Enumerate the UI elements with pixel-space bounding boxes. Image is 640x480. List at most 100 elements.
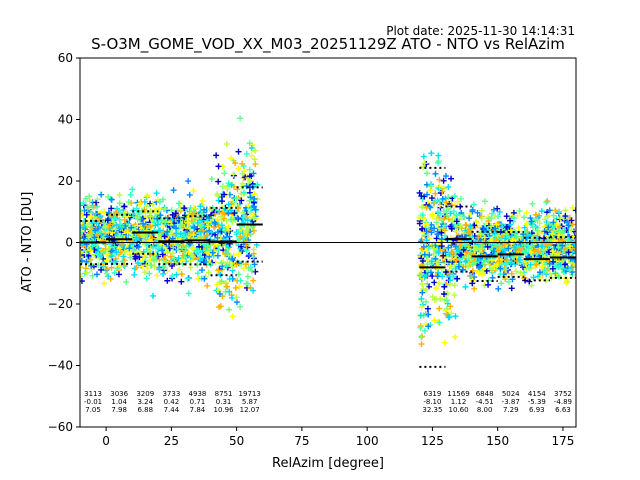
scatter-point: [107, 221, 114, 228]
scatter-point: [419, 289, 426, 296]
scatter-point: [234, 214, 241, 221]
scatter-point: [471, 274, 478, 281]
scatter-point: [205, 269, 212, 276]
scatter-point: [520, 260, 527, 267]
scatter-point: [146, 251, 153, 258]
scatter-point: [488, 257, 495, 264]
bin-mean-label: -4.51: [476, 398, 494, 406]
scatter-point: [492, 225, 499, 232]
scatter-point: [156, 266, 163, 273]
scatter-point: [435, 318, 442, 325]
scatter-point: [160, 263, 167, 270]
scatter-point: [432, 170, 439, 177]
scatter-point: [442, 249, 449, 256]
scatter-point: [92, 227, 99, 234]
scatter-point: [540, 246, 547, 253]
scatter-point: [201, 275, 208, 282]
scatter-point: [170, 244, 177, 251]
scatter-point: [527, 261, 534, 268]
scatter-point: [175, 254, 182, 261]
scatter-point: [431, 225, 438, 232]
scatter-point: [238, 190, 245, 197]
scatter-point: [449, 250, 456, 257]
scatter-point: [187, 240, 194, 247]
scatter-point: [100, 249, 107, 256]
bin-std-label: 7.44: [164, 406, 180, 414]
scatter-point: [127, 254, 134, 261]
scatter-point: [98, 191, 105, 198]
scatter-point: [474, 245, 481, 252]
scatter-point: [243, 229, 250, 236]
scatter-point: [221, 191, 228, 198]
scatter-point: [448, 175, 455, 182]
scatter-point: [219, 224, 226, 231]
scatter-point: [491, 263, 498, 270]
x-tick-label: 175: [551, 434, 574, 448]
bin-count-label: 6848: [476, 390, 494, 398]
x-tick-label: 150: [486, 434, 509, 448]
scatter-point: [93, 271, 100, 278]
scatter-point: [225, 180, 232, 187]
scatter-point: [246, 166, 253, 173]
scatter-point: [481, 198, 488, 205]
scatter-point: [489, 274, 496, 281]
scatter-point: [559, 242, 566, 249]
scatter-point: [123, 279, 130, 286]
scatter-point: [470, 201, 477, 208]
bin-std-label: 7.05: [85, 406, 101, 414]
scatter-point: [555, 273, 562, 280]
scatter-point: [209, 249, 216, 256]
scatter-point: [565, 222, 572, 229]
scatter-point: [423, 221, 430, 228]
scatter-point: [80, 199, 87, 206]
scatter-point: [438, 243, 445, 250]
scatter-point: [204, 243, 211, 250]
scatter-point: [552, 270, 559, 277]
scatter-point: [197, 257, 204, 264]
scatter-point: [550, 227, 557, 234]
scatter-point: [81, 224, 88, 231]
scatter-point: [199, 210, 206, 217]
scatter-point: [436, 305, 443, 312]
scatter-point: [445, 216, 452, 223]
scatter-point: [88, 224, 95, 231]
scatter-point: [127, 191, 134, 198]
scatter-point: [452, 243, 459, 250]
scatter-point: [228, 216, 235, 223]
scatter-point: [184, 275, 191, 282]
scatter-point: [104, 251, 111, 258]
scatter-point: [80, 236, 84, 243]
y-tick-label: 20: [58, 174, 73, 188]
scatter-point: [563, 279, 570, 286]
scatter-point: [135, 260, 142, 267]
scatter-point: [128, 224, 135, 231]
scatter-point: [235, 229, 242, 236]
scatter-point: [553, 263, 560, 270]
scatter-point: [462, 258, 469, 265]
bin-std-label: 8.00: [477, 406, 493, 414]
scatter-point: [213, 152, 220, 159]
scatter-point: [541, 266, 548, 273]
bin-mean-label: 1.04: [111, 398, 127, 406]
scatter-point: [90, 214, 97, 221]
scatter-point: [529, 200, 536, 207]
scatter-point: [100, 220, 107, 227]
scatter-point: [439, 253, 446, 260]
scatter-point: [528, 249, 535, 256]
scatter-point: [550, 258, 557, 265]
scatter-point: [194, 270, 201, 277]
scatter-point: [162, 206, 169, 213]
scatter-point: [457, 242, 464, 249]
scatter-point: [191, 224, 198, 231]
scatter-point: [156, 256, 163, 263]
scatter-point: [215, 287, 222, 294]
scatter-point: [237, 303, 244, 310]
scatter-point: [96, 215, 103, 222]
scatter-point: [216, 290, 223, 297]
scatter-point: [465, 228, 472, 235]
scatter-point: [115, 271, 122, 278]
scatter-point: [439, 188, 446, 195]
scatter-point: [247, 194, 254, 201]
scatter-point: [212, 210, 219, 217]
scatter-point: [118, 224, 125, 231]
